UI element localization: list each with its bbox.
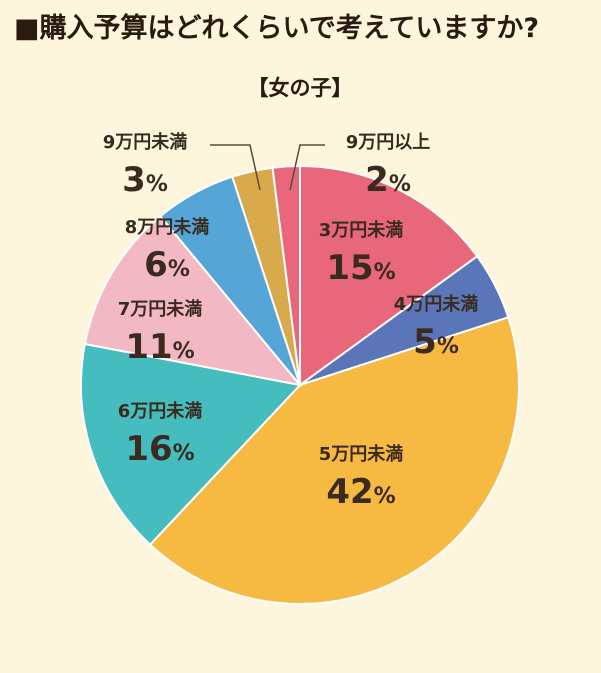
- slice-label-2: 4万円未満: [394, 293, 479, 315]
- pie-slice-4: [80, 342, 302, 547]
- pie-slice-3: [148, 316, 520, 605]
- slice-value-8: 2%: [365, 160, 411, 200]
- slice-label-1: 3万円未満: [319, 219, 404, 241]
- leader-lines: [210, 144, 325, 191]
- chart-subtitle: 【女の子】: [248, 76, 353, 100]
- slice-labels: 3万円未満15%4万円未満5%5万円未満42%6万円未満16%7万円未満11%8…: [103, 131, 479, 512]
- pie-slice-1: [299, 164, 479, 387]
- leader-line-8: [289, 144, 325, 191]
- slice-value-7: 3%: [122, 160, 168, 200]
- leader-line-7: [210, 144, 261, 191]
- slice-value-5: 11%: [125, 327, 194, 367]
- slice-value-4: 16%: [125, 429, 194, 469]
- slice-label-3: 5万円未満: [319, 443, 404, 465]
- slice-label-6: 8万円未満: [125, 216, 210, 238]
- pie-slice-5: [83, 214, 303, 387]
- slice-label-7: 9万円未満: [103, 131, 188, 153]
- chart-title: ■購入予算はどれくらいで考えていますか?: [14, 12, 539, 44]
- slice-label-4: 6万円未満: [118, 400, 203, 422]
- slice-label-8: 9万円以上: [346, 132, 431, 153]
- slice-value-6: 6%: [144, 245, 190, 285]
- slice-label-5: 7万円未満: [118, 298, 203, 320]
- pie-slices: [80, 164, 520, 605]
- pie-slice-8: [271, 164, 301, 386]
